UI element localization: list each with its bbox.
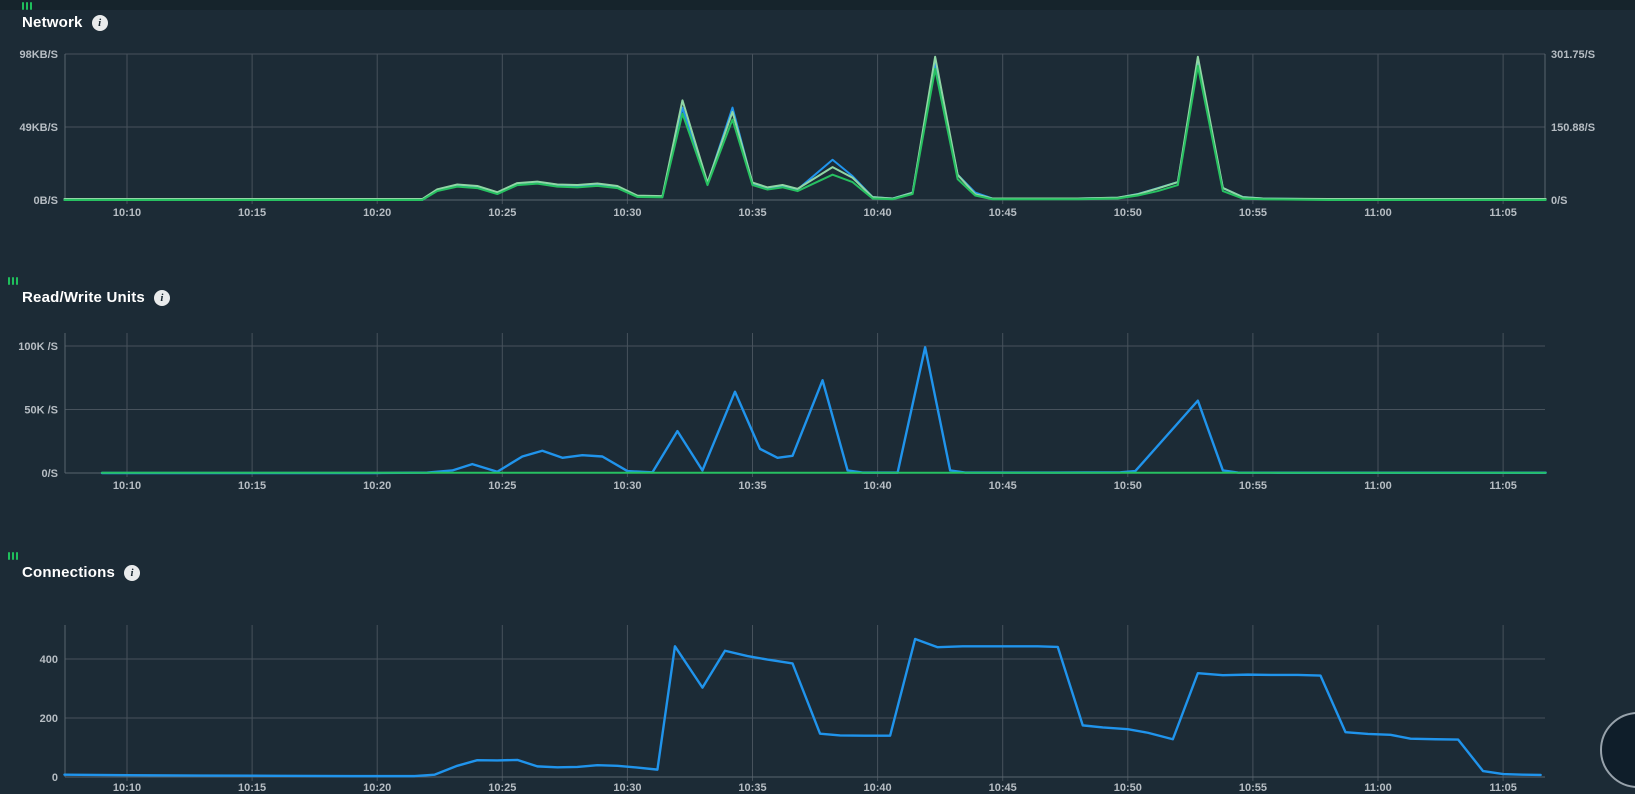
- series-lines: [63, 55, 1547, 201]
- svg-text:98KB/S: 98KB/S: [19, 49, 58, 61]
- chart-header-read-write-units: Read/Write Units i: [22, 289, 170, 306]
- svg-text:301.75/S: 301.75/S: [1551, 49, 1595, 61]
- svg-text:10:10: 10:10: [113, 207, 141, 219]
- info-icon[interactable]: i: [124, 564, 141, 581]
- svg-text:10:55: 10:55: [1239, 480, 1267, 492]
- series-lines: [100, 346, 1547, 475]
- series-lines: [63, 637, 1542, 778]
- chart-title: Network: [22, 14, 83, 31]
- svg-text:10:30: 10:30: [613, 782, 641, 794]
- drag-handle-icon[interactable]: [22, 2, 32, 10]
- line-green: [63, 64, 1547, 201]
- svg-text:10:25: 10:25: [488, 207, 516, 219]
- svg-text:10:45: 10:45: [989, 782, 1017, 794]
- svg-text:0/S: 0/S: [1551, 195, 1568, 207]
- svg-text:11:00: 11:00: [1364, 480, 1392, 492]
- svg-text:50K /S: 50K /S: [24, 405, 58, 417]
- svg-text:11:05: 11:05: [1489, 207, 1517, 219]
- svg-text:10:15: 10:15: [238, 480, 266, 492]
- chart-title: Read/Write Units: [22, 289, 145, 306]
- top-strip: [0, 0, 1635, 10]
- svg-text:10:40: 10:40: [864, 480, 892, 492]
- svg-text:11:00: 11:00: [1364, 207, 1392, 219]
- line-blue: [100, 346, 1547, 475]
- line-blue: [63, 637, 1542, 778]
- svg-text:100K /S: 100K /S: [18, 341, 58, 353]
- svg-text:10:45: 10:45: [989, 480, 1017, 492]
- svg-text:10:15: 10:15: [238, 207, 266, 219]
- drag-handle-icon[interactable]: [8, 277, 18, 285]
- svg-text:0/S: 0/S: [41, 468, 58, 480]
- svg-text:10:15: 10:15: [238, 782, 266, 794]
- svg-text:400: 400: [40, 654, 58, 666]
- svg-text:0: 0: [52, 772, 58, 784]
- svg-text:10:55: 10:55: [1239, 782, 1267, 794]
- network-chart-plot[interactable]: 10:10 10:15 10:20 10:25 10:30 10:35 10:40 10:45…: [0, 40, 1635, 225]
- svg-text:10:35: 10:35: [738, 782, 766, 794]
- svg-text:10:25: 10:25: [488, 480, 516, 492]
- line-pale-green: [63, 55, 1547, 201]
- svg-text:10:10: 10:10: [113, 480, 141, 492]
- svg-text:150.88/S: 150.88/S: [1551, 122, 1595, 134]
- chart-title: Connections: [22, 564, 116, 581]
- gridlines: [64, 53, 1546, 204]
- gridlines: [64, 333, 1545, 477]
- svg-text:11:05: 11:05: [1489, 480, 1517, 492]
- svg-text:10:55: 10:55: [1239, 207, 1267, 219]
- info-icon[interactable]: i: [91, 14, 108, 31]
- svg-text:11:05: 11:05: [1489, 782, 1517, 794]
- svg-text:10:50: 10:50: [1114, 207, 1142, 219]
- read-write-units-chart-plot[interactable]: 10:10 10:15 10:20 10:25 10:30 10:35 10:40 10:45…: [0, 318, 1635, 495]
- connections-chart-plot[interactable]: 10:10 10:15 10:20 10:25 10:30 10:35 10:40 10:45…: [0, 590, 1635, 794]
- svg-text:200: 200: [40, 713, 58, 725]
- axis-labels: 10:10 10:15 10:20 10:25 10:30 10:35 10:40 10:45…: [19, 49, 1595, 219]
- svg-text:10:30: 10:30: [613, 207, 641, 219]
- axis-labels: 10:10 10:15 10:20 10:25 10:30 10:35 10:40 10:45…: [18, 341, 1517, 492]
- svg-text:10:20: 10:20: [363, 207, 391, 219]
- svg-text:11:00: 11:00: [1364, 782, 1392, 794]
- line-blue: [63, 61, 1547, 201]
- svg-text:49KB/S: 49KB/S: [19, 122, 58, 134]
- svg-text:10:40: 10:40: [864, 782, 892, 794]
- svg-text:10:20: 10:20: [363, 480, 391, 492]
- svg-text:10:40: 10:40: [864, 207, 892, 219]
- svg-text:10:35: 10:35: [738, 480, 766, 492]
- chart-header-connections: Connections i: [22, 564, 141, 581]
- svg-text:10:50: 10:50: [1114, 480, 1142, 492]
- gridlines: [64, 625, 1545, 781]
- svg-text:10:50: 10:50: [1114, 782, 1142, 794]
- svg-text:10:10: 10:10: [113, 782, 141, 794]
- chart-header-network: Network i: [22, 14, 108, 31]
- axis-labels: 10:10 10:15 10:20 10:25 10:30 10:35 10:40 10:45…: [40, 654, 1517, 794]
- svg-text:10:45: 10:45: [989, 207, 1017, 219]
- svg-text:10:25: 10:25: [488, 782, 516, 794]
- svg-text:10:35: 10:35: [738, 207, 766, 219]
- svg-text:0B/S: 0B/S: [34, 195, 58, 207]
- info-icon[interactable]: i: [153, 289, 170, 306]
- svg-text:10:20: 10:20: [363, 782, 391, 794]
- drag-handle-icon[interactable]: [8, 552, 18, 560]
- svg-text:10:30: 10:30: [613, 480, 641, 492]
